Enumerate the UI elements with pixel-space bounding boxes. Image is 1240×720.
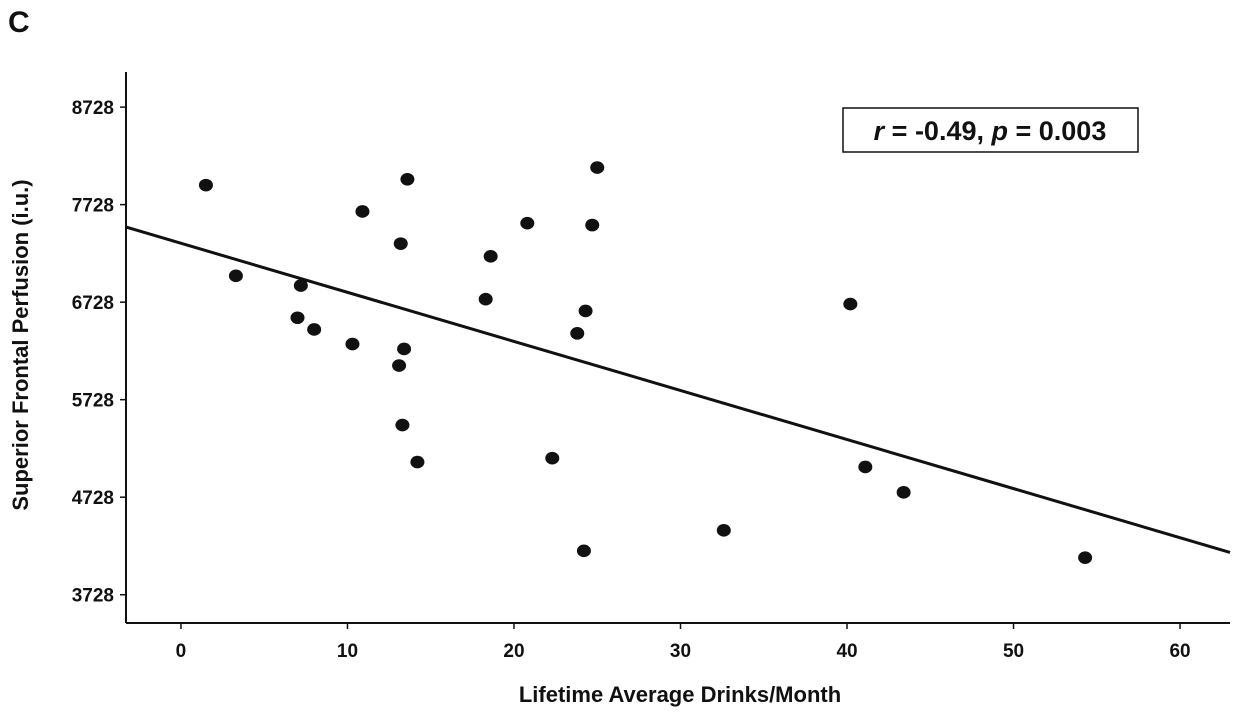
- data-point: [716, 524, 731, 537]
- y-tick-label: 3728: [72, 586, 114, 607]
- data-point: [590, 161, 605, 174]
- data-point: [585, 218, 600, 232]
- data-point: [290, 311, 305, 325]
- x-axis-title: Lifetime Average Drinks/Month: [519, 682, 841, 707]
- regression-line: [125, 225, 1231, 554]
- r-value: = -0.49,: [884, 116, 991, 146]
- data-point: [228, 269, 243, 283]
- x-tick-label: 0: [176, 641, 187, 662]
- axes: [125, 72, 1230, 624]
- y-axis-title: Superior Frontal Perfusion (i.u.): [8, 179, 33, 510]
- data-point: [392, 359, 407, 372]
- data-point: [410, 455, 425, 469]
- data-point: [478, 292, 493, 306]
- y-tick-label: 5728: [72, 391, 114, 412]
- data-point: [843, 297, 858, 311]
- data-point: [345, 337, 360, 351]
- y-tick-label: 8728: [72, 98, 114, 119]
- data-point: [293, 279, 308, 292]
- x-tick-label: 50: [1003, 641, 1024, 662]
- data-point: [1078, 551, 1093, 564]
- p-symbol: p: [991, 116, 1009, 146]
- panel-label: C: [8, 6, 30, 39]
- data-point: [198, 178, 213, 192]
- p-value: = 0.003: [1008, 116, 1106, 146]
- y-tick-label: 4728: [72, 488, 114, 509]
- data-point: [576, 544, 591, 558]
- stat-annotation: r = -0.49, p = 0.003: [842, 107, 1139, 153]
- data-point: [397, 342, 412, 356]
- x-tick-label: 10: [337, 641, 358, 662]
- y-tick-label: 6728: [72, 293, 114, 314]
- x-tick-label: 40: [836, 641, 857, 662]
- data-points: [198, 161, 1093, 564]
- data-point: [393, 237, 408, 250]
- x-tick-label: 20: [503, 641, 524, 662]
- data-point: [578, 304, 593, 318]
- r-symbol: r: [874, 116, 886, 146]
- ticks: 0 10 20 30 40 50 60 3728 4728 5728 6728 7728 8728: [72, 98, 1191, 662]
- stat-annotation-text: r = -0.49, p = 0.003: [874, 116, 1107, 146]
- data-point: [520, 216, 535, 230]
- data-point: [545, 451, 560, 465]
- data-point: [307, 323, 322, 336]
- data-point: [483, 250, 498, 263]
- x-tick-label: 30: [670, 641, 691, 662]
- data-point: [896, 486, 911, 499]
- data-point: [355, 205, 370, 218]
- data-point: [400, 172, 415, 186]
- data-point: [858, 460, 873, 474]
- y-tick-label: 7728: [72, 196, 114, 217]
- stat-annotation-box: [842, 107, 1139, 153]
- data-point: [570, 327, 585, 340]
- data-point: [395, 418, 410, 432]
- x-tick-label: 60: [1169, 641, 1190, 662]
